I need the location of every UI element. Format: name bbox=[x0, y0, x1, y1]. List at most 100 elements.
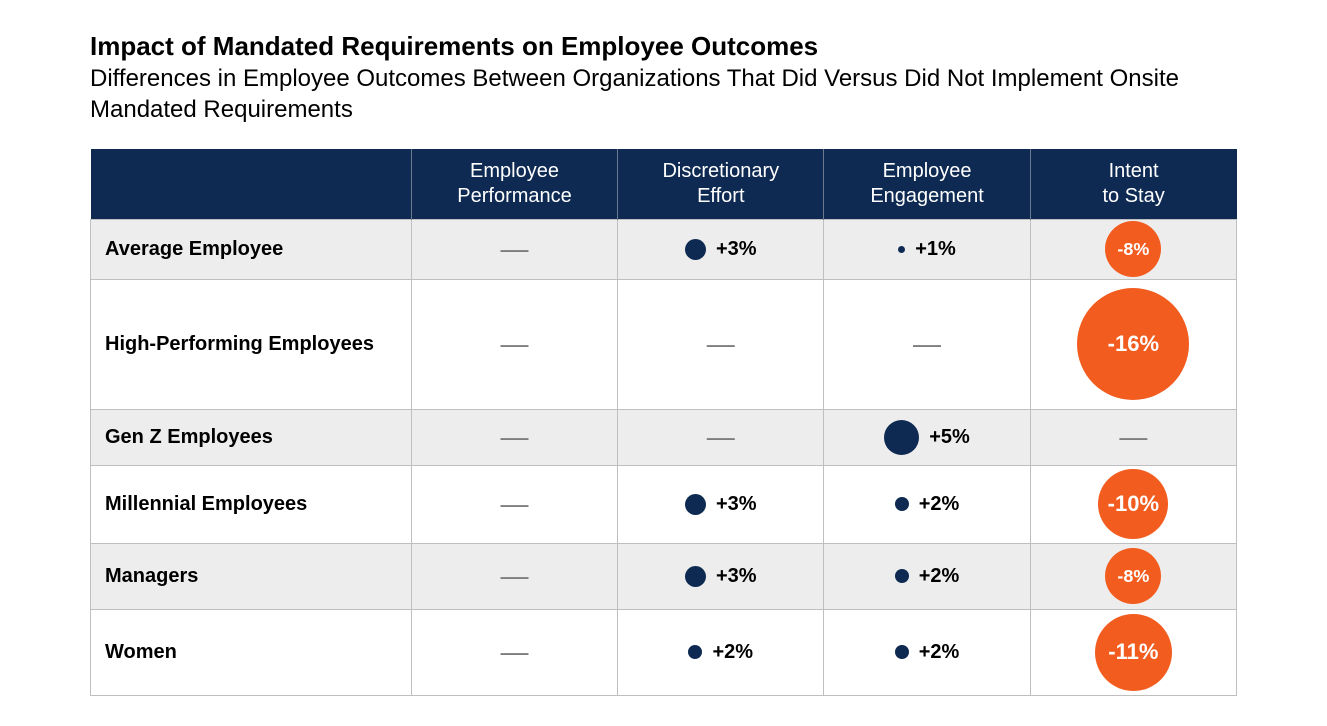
bubble-cell: -16% bbox=[1031, 288, 1236, 400]
data-cell: +2% bbox=[824, 543, 1030, 609]
col-header-line2: Engagement bbox=[832, 184, 1021, 209]
bubble-cell: +1% bbox=[824, 238, 1029, 261]
data-cell: — bbox=[618, 279, 824, 409]
bubble-cell: -11% bbox=[1031, 614, 1236, 691]
data-cell: +3% bbox=[618, 219, 824, 279]
data-cell: -16% bbox=[1030, 279, 1236, 409]
table-row: High-Performing Employees———-16% bbox=[91, 279, 1237, 409]
col-header: EmployeeEngagement bbox=[824, 149, 1030, 220]
data-cell: — bbox=[411, 409, 617, 465]
row-label: Gen Z Employees bbox=[91, 409, 412, 465]
data-cell: -11% bbox=[1030, 609, 1236, 695]
bubble-cell: +3% bbox=[618, 238, 823, 261]
data-cell: +5% bbox=[824, 409, 1030, 465]
bubble-value: +2% bbox=[919, 565, 960, 588]
no-effect-dash: — bbox=[913, 328, 941, 359]
data-cell: +2% bbox=[824, 465, 1030, 543]
col-header-line1: Employee bbox=[420, 159, 609, 184]
table-body: Average Employee—+3%+1%-8%High-Performin… bbox=[91, 219, 1237, 695]
no-effect-dash: — bbox=[707, 421, 735, 452]
table-row: Managers— +3% +2% -8% bbox=[91, 543, 1237, 609]
negative-bubble: -16% bbox=[1077, 288, 1189, 400]
col-header-rowlabel bbox=[91, 149, 412, 220]
positive-bubble bbox=[895, 569, 909, 583]
no-effect-dash: — bbox=[707, 328, 735, 359]
bubble-cell: +3% bbox=[618, 493, 823, 516]
table-row: Millennial Employees — +3% +2% -10% bbox=[91, 465, 1237, 543]
data-cell: -10% bbox=[1030, 465, 1236, 543]
col-header-line1: Employee bbox=[832, 159, 1021, 184]
row-label: Millennial Employees bbox=[91, 465, 412, 543]
negative-bubble: -8% bbox=[1105, 221, 1161, 277]
bubble-value: +3% bbox=[716, 493, 757, 516]
bubble-cell: +5% bbox=[824, 420, 1029, 455]
bubble-value: +2% bbox=[919, 493, 960, 516]
col-header: EmployeePerformance bbox=[411, 149, 617, 220]
data-cell: — bbox=[411, 219, 617, 279]
bubble-value: -8% bbox=[1117, 239, 1149, 260]
row-label: Women bbox=[91, 609, 412, 695]
table-row: Gen Z Employees — — +5% — bbox=[91, 409, 1237, 465]
bubble-value: -16% bbox=[1108, 331, 1159, 357]
negative-bubble: -11% bbox=[1095, 614, 1172, 691]
no-effect-dash: — bbox=[501, 421, 529, 452]
col-header: DiscretionaryEffort bbox=[618, 149, 824, 220]
positive-bubble bbox=[685, 494, 706, 515]
positive-bubble bbox=[884, 420, 919, 455]
positive-bubble bbox=[685, 566, 706, 587]
positive-bubble bbox=[895, 645, 909, 659]
row-label: High-Performing Employees bbox=[91, 279, 412, 409]
data-cell: -8% bbox=[1030, 543, 1236, 609]
bubble-cell: +2% bbox=[824, 493, 1029, 516]
positive-bubble bbox=[685, 239, 706, 260]
bubble-cell: -8% bbox=[1031, 548, 1236, 604]
data-cell: — bbox=[411, 543, 617, 609]
data-cell: +3% bbox=[618, 465, 824, 543]
no-effect-dash: — bbox=[1119, 421, 1147, 452]
col-header-line2: Effort bbox=[626, 184, 815, 209]
data-cell: — bbox=[1030, 409, 1236, 465]
row-label: Managers bbox=[91, 543, 412, 609]
data-cell: — bbox=[824, 279, 1030, 409]
bubble-value: +3% bbox=[716, 238, 757, 261]
positive-bubble bbox=[688, 645, 702, 659]
negative-bubble: -8% bbox=[1105, 548, 1161, 604]
row-label: Average Employee bbox=[91, 219, 412, 279]
bubble-value: +2% bbox=[919, 641, 960, 664]
data-cell: +3% bbox=[618, 543, 824, 609]
chart-title: Impact of Mandated Requirements on Emplo… bbox=[90, 30, 1237, 63]
col-header-line2: Performance bbox=[420, 184, 609, 209]
col-header-line1: Intent bbox=[1039, 159, 1229, 184]
bubble-value: +3% bbox=[716, 565, 757, 588]
bubble-cell: -10% bbox=[1031, 469, 1236, 539]
col-header-line2: to Stay bbox=[1039, 184, 1229, 209]
bubble-value: +1% bbox=[915, 238, 956, 261]
data-cell: +2% bbox=[824, 609, 1030, 695]
data-cell: — bbox=[411, 465, 617, 543]
bubble-cell: +2% bbox=[618, 641, 823, 664]
bubble-value: +5% bbox=[929, 426, 970, 449]
bubble-cell: -8% bbox=[1031, 221, 1236, 277]
bubble-value: -8% bbox=[1117, 566, 1149, 587]
table-header: EmployeePerformanceDiscretionaryEffortEm… bbox=[91, 149, 1237, 220]
negative-bubble: -10% bbox=[1098, 469, 1168, 539]
bubble-cell: +3% bbox=[618, 565, 823, 588]
data-cell: +1% bbox=[824, 219, 1030, 279]
table-row: Women—+2%+2%-11% bbox=[91, 609, 1237, 695]
data-cell: +2% bbox=[618, 609, 824, 695]
no-effect-dash: — bbox=[501, 488, 529, 519]
bubble-cell: +2% bbox=[824, 641, 1029, 664]
col-header-line1: Discretionary bbox=[626, 159, 815, 184]
positive-bubble bbox=[895, 497, 909, 511]
bubble-value: +2% bbox=[712, 641, 753, 664]
no-effect-dash: — bbox=[501, 233, 529, 264]
bubble-cell: +2% bbox=[824, 565, 1029, 588]
data-cell: — bbox=[411, 279, 617, 409]
col-header: Intentto Stay bbox=[1030, 149, 1236, 220]
positive-bubble bbox=[898, 246, 905, 253]
data-cell: -8% bbox=[1030, 219, 1236, 279]
table-row: Average Employee — +3% +1% -8% bbox=[91, 219, 1237, 279]
chart-subtitle: Differences in Employee Outcomes Between… bbox=[90, 63, 1237, 125]
outcomes-table: EmployeePerformanceDiscretionaryEffortEm… bbox=[90, 149, 1237, 696]
bubble-value: -11% bbox=[1108, 639, 1158, 665]
